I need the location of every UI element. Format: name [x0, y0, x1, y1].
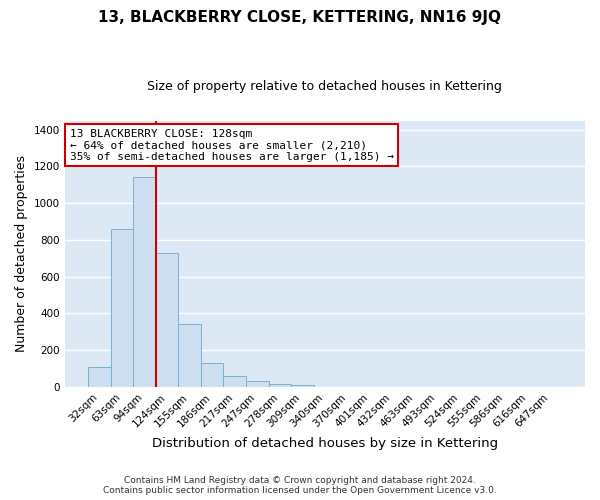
Bar	[133, 176, 156, 387]
Bar	[223, 376, 246, 387]
Bar	[178, 324, 201, 387]
Text: 13, BLACKBERRY CLOSE, KETTERING, NN16 9JQ: 13, BLACKBERRY CLOSE, KETTERING, NN16 9J…	[98, 10, 502, 25]
Text: 13 BLACKBERRY CLOSE: 128sqm
← 64% of detached houses are smaller (2,210)
35% of : 13 BLACKBERRY CLOSE: 128sqm ← 64% of det…	[70, 128, 394, 162]
Bar	[246, 382, 269, 387]
Title: Size of property relative to detached houses in Kettering: Size of property relative to detached ho…	[148, 80, 502, 93]
Bar	[269, 384, 291, 387]
Y-axis label: Number of detached properties: Number of detached properties	[15, 156, 28, 352]
Bar	[156, 253, 178, 387]
Bar	[88, 368, 111, 387]
Bar	[111, 229, 133, 387]
Bar	[291, 384, 314, 387]
Bar	[201, 363, 223, 387]
Text: Contains HM Land Registry data © Crown copyright and database right 2024.
Contai: Contains HM Land Registry data © Crown c…	[103, 476, 497, 495]
X-axis label: Distribution of detached houses by size in Kettering: Distribution of detached houses by size …	[152, 437, 498, 450]
